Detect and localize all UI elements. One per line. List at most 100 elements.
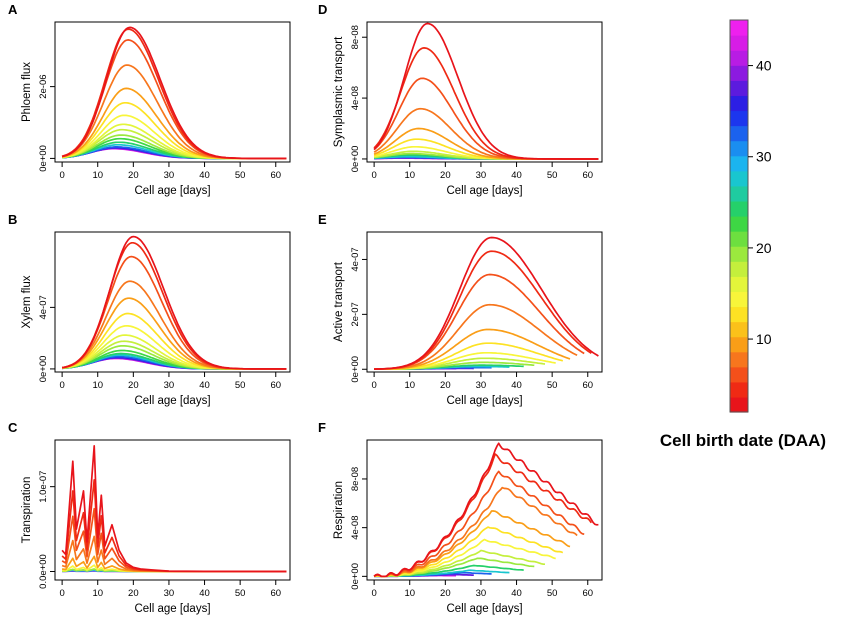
- colorbar-cell: [730, 200, 748, 217]
- panel-letter: F: [318, 420, 326, 435]
- x-tick-label: 40: [199, 170, 210, 181]
- x-tick-label: 40: [511, 380, 522, 391]
- x-tick-label: 0: [59, 380, 64, 391]
- x-tick-label: 30: [164, 170, 175, 181]
- colorbar-cell: [730, 321, 748, 338]
- colorbar-ticks: 10 20 30 40: [748, 58, 772, 347]
- y-tick-label: 0e+00: [38, 356, 49, 383]
- colorbar-cell: [730, 95, 748, 112]
- y-axis-label: Transpiration: [21, 477, 33, 544]
- x-tick-label: 50: [547, 588, 558, 599]
- colorbar-cell: [730, 246, 748, 262]
- y-tick-label: 1.0e-07: [38, 471, 49, 503]
- x-tick-label: 20: [440, 170, 451, 181]
- colorbar-tick-label: 10: [756, 331, 772, 347]
- x-tick-label: 30: [164, 380, 175, 391]
- y-tick-label: 4e-08: [350, 515, 361, 539]
- colorbar-cell: [730, 80, 748, 96]
- series-line: [374, 236, 599, 370]
- x-tick-label: 10: [92, 170, 103, 181]
- plot-frame: [366, 231, 603, 373]
- x-tick-label: 50: [235, 380, 246, 391]
- panel-A: A 0 10 20 30 40 50 60 0e+00 2e-06 Cell age [days] P…: [8, 2, 291, 197]
- colorbar: 10 20 30 40 Cell birth date (DAA): [660, 19, 826, 450]
- colorbar-cell: [730, 20, 748, 36]
- colorbar-cell: [730, 185, 748, 202]
- series-line: [61, 26, 287, 160]
- y-tick-label: 2e-07: [350, 302, 361, 326]
- x-tick-label: 60: [582, 588, 593, 599]
- colorbar-cell: [730, 155, 748, 172]
- x-axis-label: Cell age [days]: [446, 185, 522, 197]
- colorbar-cell: [730, 50, 748, 66]
- plot-frame: [54, 21, 291, 163]
- panel-F: F 0 10 20 30 40 50 60 0e+00 4e-08 8e-08 Cell age [d…: [318, 420, 603, 615]
- x-tick-label: 40: [199, 380, 210, 391]
- colorbar-cell: [730, 170, 748, 187]
- x-tick-label: 20: [128, 380, 139, 391]
- x-tick-label: 60: [582, 170, 593, 181]
- colorbar-tick-label: 40: [756, 58, 772, 74]
- x-tick-label: 60: [270, 588, 281, 599]
- colorbar-cell: [730, 35, 748, 51]
- panel-B: B 0 10 20 30 40 50 60 0e+00 4e-07 Cell age [days] X…: [8, 212, 291, 407]
- colorbar-cell: [730, 396, 748, 413]
- series-line: [61, 235, 287, 370]
- colorbar-cells: [730, 20, 748, 413]
- y-tick-label: 0e+00: [350, 146, 361, 173]
- x-tick-label: 10: [404, 380, 415, 391]
- colorbar-cell: [730, 125, 748, 142]
- series-line: [373, 22, 599, 160]
- x-tick-label: 0: [59, 170, 64, 181]
- x-tick-label: 30: [164, 588, 175, 599]
- series-line: [374, 250, 592, 370]
- colorbar-cell: [730, 65, 748, 81]
- y-tick-label: 0e+00: [350, 356, 361, 383]
- y-tick-label: 8e-08: [350, 467, 361, 491]
- x-tick-label: 50: [547, 170, 558, 181]
- panel-letter: E: [318, 212, 327, 227]
- x-tick-label: 40: [199, 588, 210, 599]
- x-axis-label: Cell age [days]: [446, 395, 522, 407]
- x-tick-label: 10: [92, 380, 103, 391]
- series-line: [61, 445, 287, 573]
- colorbar-cell: [730, 216, 748, 232]
- x-tick-label: 10: [92, 588, 103, 599]
- colorbar-tick-label: 20: [756, 240, 772, 256]
- x-tick-label: 0: [371, 170, 376, 181]
- x-tick-label: 20: [128, 588, 139, 599]
- x-tick-label: 20: [440, 380, 451, 391]
- x-tick-label: 60: [582, 380, 593, 391]
- colorbar-frame: [729, 19, 749, 413]
- x-tick-label: 50: [235, 588, 246, 599]
- colorbar-cell: [730, 306, 748, 323]
- y-axis-label: Symplasmic transport: [333, 36, 345, 147]
- plot-frame: [366, 439, 603, 581]
- y-tick-label: 8e-08: [350, 25, 361, 49]
- x-axis-label: Cell age [days]: [134, 603, 210, 615]
- colorbar-cell: [730, 110, 748, 127]
- x-tick-label: 20: [128, 170, 139, 181]
- y-tick-label: 4e-07: [38, 295, 49, 319]
- series-line: [373, 442, 599, 578]
- colorbar-cell: [730, 381, 748, 398]
- colorbar-cell: [730, 366, 748, 383]
- colorbar-cell: [730, 231, 748, 247]
- y-axis-label: Phloem flux: [21, 62, 33, 122]
- panel-D: D 0 10 20 30 40 50 60 0e+00 4e-08 8e-08 Cell age [d…: [318, 2, 603, 197]
- x-axis-label: Cell age [days]: [446, 603, 522, 615]
- colorbar-tick-label: 30: [756, 149, 772, 165]
- panel-C: C 0 10 20 30 40 50 60 0.0e+00 1.0e-07 Cell age [da…: [8, 420, 291, 615]
- x-tick-label: 0: [371, 588, 376, 599]
- colorbar-cell: [730, 261, 748, 277]
- series-line: [373, 486, 578, 578]
- x-tick-label: 30: [476, 380, 487, 391]
- x-tick-label: 0: [59, 588, 64, 599]
- y-tick-label: 0e+00: [38, 145, 49, 172]
- panels: A 0 10 20 30 40 50 60 0e+00 2e-06 Cell age [days] P…: [8, 2, 603, 615]
- panel-letter: B: [8, 212, 17, 227]
- colorbar-title: Cell birth date (DAA): [660, 431, 826, 450]
- panel-letter: D: [318, 2, 327, 17]
- x-tick-label: 0: [371, 380, 376, 391]
